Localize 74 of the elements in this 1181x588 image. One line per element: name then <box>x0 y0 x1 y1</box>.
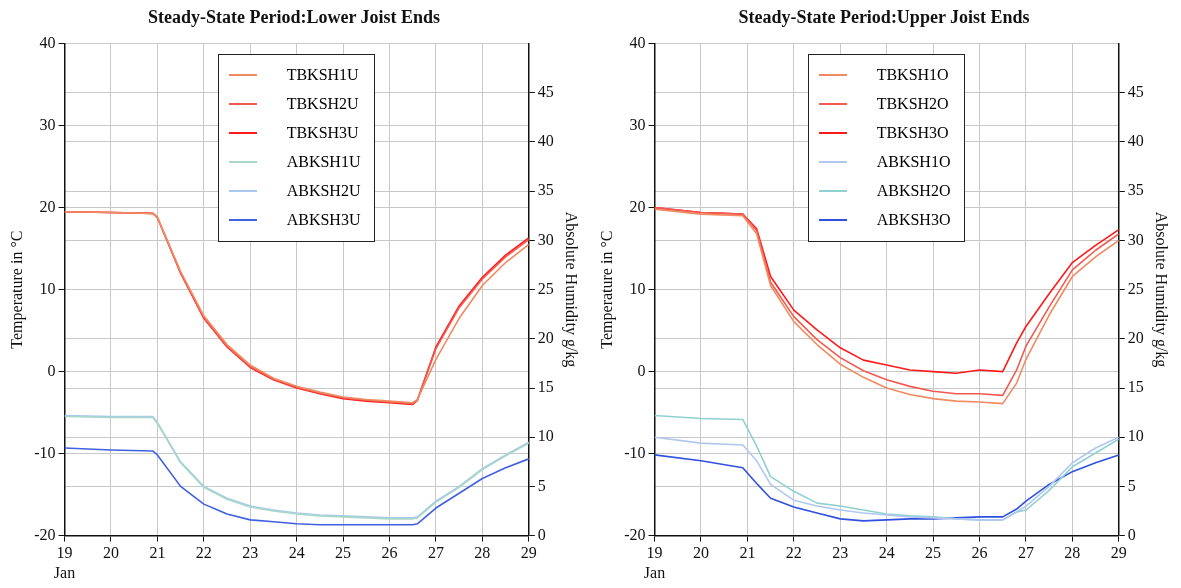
y-axis-title: Temperature in °C <box>597 230 616 349</box>
legend-label: TBKSH3U <box>286 124 359 143</box>
legend-label: TBKSH1U <box>286 66 359 85</box>
x-tick-label: 23 <box>242 544 259 562</box>
y-tick-label: 0 <box>637 361 646 379</box>
y2-tick-label: 40 <box>1127 132 1144 150</box>
y-tick-label: 20 <box>39 197 56 215</box>
x-tick-label: 28 <box>474 544 491 562</box>
y2-tick-label: 40 <box>537 132 554 150</box>
x-tick-label: 23 <box>832 544 849 562</box>
y2-tick-label: 35 <box>1127 181 1144 199</box>
x-tick-label: 22 <box>785 544 802 562</box>
x-tick-label: 20 <box>692 544 709 562</box>
x-tick-label: 29 <box>1110 544 1127 562</box>
y-tick-label: 40 <box>629 33 646 51</box>
y2-tick-label: 10 <box>1127 427 1144 445</box>
legend-label: ABKSH1O <box>876 153 951 172</box>
y2-tick-label: 25 <box>537 279 554 297</box>
y-axis-title: Temperature in °C <box>7 230 26 349</box>
x-tick-label: 21 <box>149 544 166 562</box>
y-tick-label: 0 <box>47 361 56 379</box>
x-tick-label: 27 <box>1017 544 1034 562</box>
y-tick-label: 30 <box>39 115 56 133</box>
y2-tick-label: 5 <box>1127 476 1136 494</box>
x-tick-label: 19 Jan <box>53 544 76 581</box>
y-tick-label: -10 <box>34 443 56 461</box>
y2-tick-label: 35 <box>537 181 554 199</box>
x-tick-label: 28 <box>1064 544 1081 562</box>
legend-label: ABKSH2U <box>286 182 361 201</box>
y2-tick-label: 25 <box>1127 279 1144 297</box>
x-tick-label: 26 <box>381 544 398 562</box>
y-tick-label: 10 <box>629 279 646 297</box>
y2-tick-label: 0 <box>537 525 546 543</box>
y2-tick-label: 45 <box>1127 83 1144 100</box>
y2-tick-label: 15 <box>537 378 554 396</box>
y2-tick-label: 30 <box>537 230 554 248</box>
legend-label: TBKSH2U <box>286 95 359 114</box>
x-tick-label: 21 <box>739 544 756 562</box>
x-tick-label: 25 <box>925 544 942 562</box>
legend-label: TBKSH2O <box>876 95 949 114</box>
legend-label: ABKSH3U <box>286 211 361 230</box>
y2-axis-title: Absolute Humidity g/kg <box>1152 211 1171 368</box>
y-tick-label: -10 <box>624 443 646 461</box>
x-tick-label: 26 <box>971 544 988 562</box>
x-tick-label: 24 <box>878 544 895 562</box>
y-tick-label: 10 <box>39 279 56 297</box>
y2-tick-label: 15 <box>1127 378 1144 396</box>
chart-title: Steady-State Period:Lower Joist Ends <box>147 7 441 28</box>
y-tick-label: -20 <box>624 525 646 543</box>
x-tick-label: 22 <box>195 544 212 562</box>
legend-label: ABKSH3O <box>876 211 951 230</box>
y2-tick-label: 45 <box>537 83 554 100</box>
y2-tick-label: 30 <box>1127 230 1144 248</box>
x-tick-label: 27 <box>427 544 444 562</box>
legend-label: ABKSH2O <box>876 182 951 201</box>
legend-label: ABKSH1U <box>286 153 361 172</box>
x-tick-label: 19 Jan <box>643 544 666 581</box>
x-tick-label: 29 <box>520 544 537 562</box>
x-tick-label: 20 <box>102 544 119 562</box>
y2-axis-title: Absolute Humidity g/kg <box>562 211 581 368</box>
y2-tick-label: 0 <box>1127 525 1136 543</box>
y-tick-label: 30 <box>629 115 646 133</box>
y-tick-label: 20 <box>629 197 646 215</box>
x-tick-label: 25 <box>335 544 352 562</box>
legend-label: TBKSH1O <box>876 66 949 85</box>
y2-tick-label: 20 <box>537 329 554 346</box>
legend-label: TBKSH3O <box>876 124 949 143</box>
y-tick-label: 40 <box>39 33 56 51</box>
y2-tick-label: 20 <box>1127 329 1144 346</box>
x-tick-label: 24 <box>288 544 305 562</box>
y2-tick-label: 10 <box>537 427 554 445</box>
y-tick-label: -20 <box>34 525 56 543</box>
y2-tick-label: 5 <box>537 476 546 494</box>
chart-title: Steady-State Period:Upper Joist Ends <box>738 7 1030 28</box>
